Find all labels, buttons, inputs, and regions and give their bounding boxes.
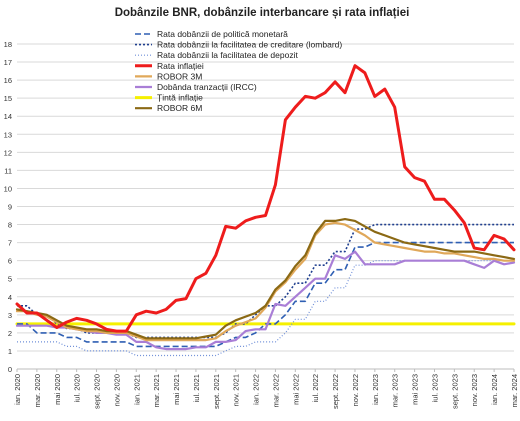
x-tick-label: mar. 2022 xyxy=(271,374,280,407)
y-tick-label: 11 xyxy=(4,166,12,175)
y-tick-label: 12 xyxy=(4,148,12,157)
chart-title: Dobânzile BNR, dobânzile interbancare și… xyxy=(115,7,410,19)
x-tick-label: sept. 2022 xyxy=(331,374,340,409)
series-line-0 xyxy=(17,241,514,348)
series-line-3 xyxy=(15,64,516,333)
x-tick-label: mai 2021 xyxy=(172,374,181,405)
legend-label: ROBOR 3M xyxy=(157,71,202,81)
series-line-5 xyxy=(15,250,516,351)
x-tick-label: mar. 2023 xyxy=(391,374,400,407)
series-line-2 xyxy=(17,260,514,357)
y-tick-label: 18 xyxy=(4,40,12,49)
legend-label: Dobânda tranzacții (IRCC) xyxy=(157,82,257,92)
legend-label: ROBOR 6M xyxy=(157,103,202,113)
x-tick-label: ian. 2024 xyxy=(490,374,499,405)
y-tick-label: 17 xyxy=(4,58,12,67)
y-tick-label: 9 xyxy=(8,203,12,212)
series-lines xyxy=(15,64,516,357)
x-tick-label: nov. 2021 xyxy=(232,374,241,406)
y-tick-label: 6 xyxy=(8,257,12,266)
legend-label: Rata dobânzii de politică monetară xyxy=(157,29,288,39)
series-line-4 xyxy=(15,221,516,342)
y-tick-label: 7 xyxy=(8,239,12,248)
y-tick-label: 2 xyxy=(8,329,12,338)
x-tick-label: sept. 2021 xyxy=(212,374,221,409)
x-tick-label: sept. 2023 xyxy=(450,374,459,409)
y-tick-label: 8 xyxy=(8,221,12,230)
x-axis: ian. 2020 mar. 2020 mai 2020 iul. 2020 sept.… xyxy=(13,369,519,409)
y-tick-label: 1 xyxy=(8,347,12,356)
x-tick-label: ian. 2021 xyxy=(132,374,141,405)
x-tick-label: nov. 2020 xyxy=(112,374,121,406)
legend-label: Rata inflației xyxy=(157,61,204,71)
x-tick-label: nov. 2022 xyxy=(351,374,360,406)
x-tick-label: iul. 2021 xyxy=(192,374,201,402)
x-tick-label: mar. 2021 xyxy=(152,374,161,407)
y-tick-label: 5 xyxy=(8,275,12,284)
y-tick-label: 16 xyxy=(4,76,12,85)
x-tick-label: iul. 2020 xyxy=(73,374,82,402)
y-tick-label: 15 xyxy=(4,94,12,103)
series-line-1 xyxy=(17,223,514,339)
y-tick-label: 13 xyxy=(4,130,12,139)
x-tick-label: sept. 2020 xyxy=(93,374,102,409)
y-tick-label: 4 xyxy=(8,293,12,302)
x-tick-label: mai 2023 xyxy=(411,374,420,405)
y-tick-label: 14 xyxy=(4,112,12,121)
legend-label: Țintă inflație xyxy=(157,93,203,103)
x-tick-label: mai 2020 xyxy=(53,374,62,405)
y-tick-label: 0 xyxy=(8,365,12,374)
y-tick-label: 3 xyxy=(8,311,12,320)
x-tick-label: mai 2022 xyxy=(291,374,300,405)
legend-label: Rata dobânzii la facilitatea de depozit xyxy=(157,50,298,60)
series-line-7 xyxy=(15,218,516,340)
legend-label: Rata dobânzii la facilitatea de creditar… xyxy=(157,40,342,50)
y-tick-label: 10 xyxy=(4,184,12,193)
x-tick-label: ian. 2022 xyxy=(252,374,261,405)
x-tick-label: mar. 2020 xyxy=(33,374,42,407)
x-tick-label: ian. 2020 xyxy=(13,374,22,405)
x-tick-label: mar. 2024 xyxy=(510,374,519,407)
x-tick-label: ian. 2023 xyxy=(371,374,380,405)
x-tick-label: iul. 2023 xyxy=(430,374,439,402)
gridlines xyxy=(17,43,514,370)
x-tick-label: nov. 2023 xyxy=(470,374,479,406)
x-tick-label: iul. 2022 xyxy=(311,374,320,402)
